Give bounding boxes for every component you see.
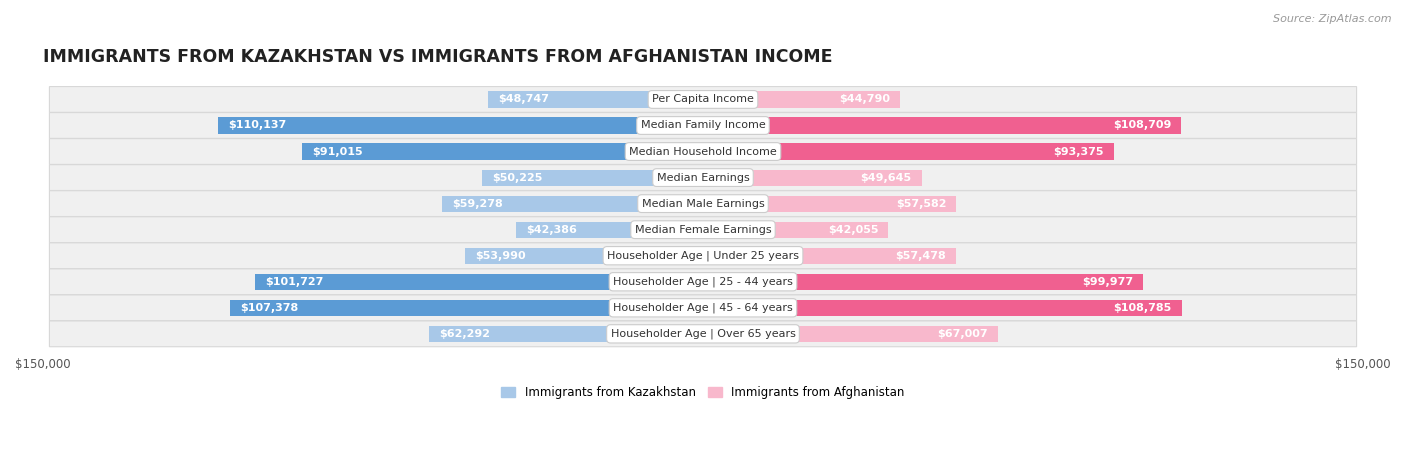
Text: $48,747: $48,747 bbox=[498, 94, 550, 105]
Bar bbox=[256, 274, 703, 290]
Text: Householder Age | 45 - 64 years: Householder Age | 45 - 64 years bbox=[613, 303, 793, 313]
Bar bbox=[465, 248, 703, 264]
Text: $53,990: $53,990 bbox=[475, 251, 526, 261]
Text: $59,278: $59,278 bbox=[451, 198, 503, 209]
Text: $108,709: $108,709 bbox=[1114, 120, 1171, 130]
Text: $101,727: $101,727 bbox=[266, 277, 323, 287]
Text: $57,582: $57,582 bbox=[896, 198, 946, 209]
FancyBboxPatch shape bbox=[49, 217, 1357, 242]
Text: Median Household Income: Median Household Income bbox=[628, 147, 778, 156]
Text: $49,645: $49,645 bbox=[860, 173, 911, 183]
Bar bbox=[302, 143, 703, 160]
Text: IMMIGRANTS FROM KAZAKHSTAN VS IMMIGRANTS FROM AFGHANISTAN INCOME: IMMIGRANTS FROM KAZAKHSTAN VS IMMIGRANTS… bbox=[42, 48, 832, 66]
Text: $42,055: $42,055 bbox=[828, 225, 879, 235]
Bar bbox=[703, 117, 1181, 134]
Text: Householder Age | Over 65 years: Householder Age | Over 65 years bbox=[610, 329, 796, 339]
FancyBboxPatch shape bbox=[49, 321, 1357, 347]
Text: $110,137: $110,137 bbox=[228, 120, 287, 130]
Bar bbox=[703, 222, 889, 238]
Text: $62,292: $62,292 bbox=[439, 329, 489, 339]
Bar bbox=[482, 170, 703, 186]
Bar bbox=[441, 196, 703, 212]
Bar bbox=[218, 117, 703, 134]
Text: Householder Age | Under 25 years: Householder Age | Under 25 years bbox=[607, 250, 799, 261]
Text: $108,785: $108,785 bbox=[1114, 303, 1171, 313]
FancyBboxPatch shape bbox=[49, 165, 1357, 191]
Text: $44,790: $44,790 bbox=[839, 94, 890, 105]
Bar bbox=[703, 143, 1114, 160]
Bar bbox=[703, 248, 956, 264]
Text: $57,478: $57,478 bbox=[896, 251, 946, 261]
Text: $93,375: $93,375 bbox=[1053, 147, 1104, 156]
Bar bbox=[429, 326, 703, 342]
Bar bbox=[231, 300, 703, 316]
Bar bbox=[516, 222, 703, 238]
Text: $67,007: $67,007 bbox=[938, 329, 988, 339]
Bar bbox=[703, 196, 956, 212]
FancyBboxPatch shape bbox=[49, 269, 1357, 295]
Text: $42,386: $42,386 bbox=[526, 225, 578, 235]
Bar bbox=[488, 92, 703, 107]
Text: $91,015: $91,015 bbox=[312, 147, 363, 156]
FancyBboxPatch shape bbox=[49, 243, 1357, 269]
FancyBboxPatch shape bbox=[49, 86, 1357, 113]
Bar bbox=[703, 92, 900, 107]
Text: Median Family Income: Median Family Income bbox=[641, 120, 765, 130]
Bar bbox=[703, 170, 921, 186]
Text: $99,977: $99,977 bbox=[1083, 277, 1133, 287]
Text: Median Female Earnings: Median Female Earnings bbox=[634, 225, 772, 235]
Text: Median Earnings: Median Earnings bbox=[657, 173, 749, 183]
Text: Median Male Earnings: Median Male Earnings bbox=[641, 198, 765, 209]
FancyBboxPatch shape bbox=[49, 113, 1357, 138]
Legend: Immigrants from Kazakhstan, Immigrants from Afghanistan: Immigrants from Kazakhstan, Immigrants f… bbox=[496, 382, 910, 404]
Bar bbox=[703, 274, 1143, 290]
FancyBboxPatch shape bbox=[49, 139, 1357, 164]
Text: Per Capita Income: Per Capita Income bbox=[652, 94, 754, 105]
Text: $50,225: $50,225 bbox=[492, 173, 543, 183]
Bar bbox=[703, 326, 998, 342]
FancyBboxPatch shape bbox=[49, 191, 1357, 217]
Text: Source: ZipAtlas.com: Source: ZipAtlas.com bbox=[1274, 14, 1392, 24]
Bar bbox=[703, 300, 1182, 316]
FancyBboxPatch shape bbox=[49, 295, 1357, 321]
Text: $107,378: $107,378 bbox=[240, 303, 298, 313]
Text: Householder Age | 25 - 44 years: Householder Age | 25 - 44 years bbox=[613, 276, 793, 287]
